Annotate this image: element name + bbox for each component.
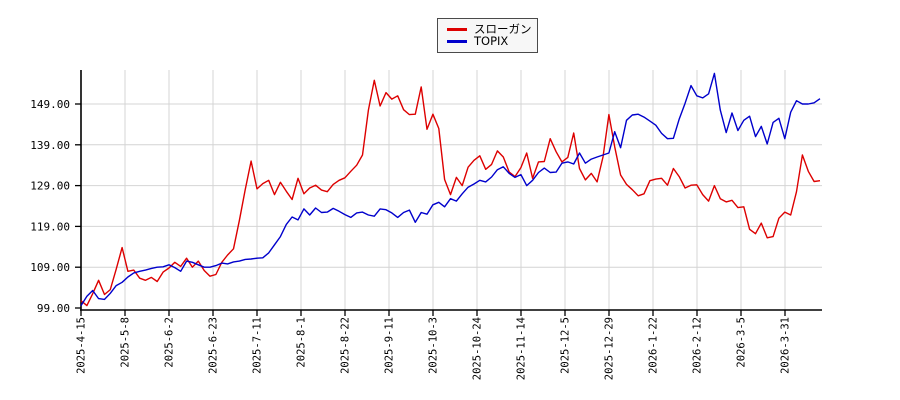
y-tick-label: 139.00 [30, 139, 70, 152]
x-tick-label: 2026-3-5 [736, 317, 748, 368]
x-tick-label: 2025-5-8 [120, 317, 132, 368]
legend: スローガン TOPIX [437, 18, 538, 53]
x-tick-label: 2025-6-2 [164, 317, 176, 368]
y-tick-label: 149.00 [30, 98, 70, 111]
legend-label-slogan: スローガン [474, 21, 532, 36]
legend-line-swatch-blue [447, 40, 467, 44]
y-tick-label: 119.00 [30, 220, 70, 233]
series-line-slogan [80, 79, 821, 307]
legend-line-swatch-red [447, 27, 467, 31]
x-tick-label: 2025-8-22 [340, 317, 352, 374]
x-tick-label: 2025-6-23 [208, 317, 220, 374]
x-tick-label: 2025-12-5 [560, 317, 572, 374]
x-tick-label: 2025-10-3 [428, 317, 440, 374]
x-tick-label: 2025-12-29 [604, 317, 616, 380]
y-tick-label: 129.00 [30, 180, 70, 193]
y-tick-label: 99.00 [37, 302, 70, 315]
x-tick-label: 2025-9-11 [384, 317, 396, 374]
x-tick-label: 2025-10-24 [472, 317, 484, 380]
series-line-topix [80, 72, 821, 306]
x-tick-label: 2025-8-1 [296, 317, 308, 368]
x-tick-label: 2025-7-11 [252, 317, 264, 374]
x-tick-label: 2025-4-15 [76, 317, 88, 374]
x-tick-label: 2025-11-14 [516, 317, 528, 380]
x-tick-label: 2026-1-22 [648, 317, 660, 374]
legend-label-topix: TOPIX [474, 34, 509, 48]
legend-item-slogan: スローガン [447, 21, 532, 36]
x-tick-label: 2026-3-31 [780, 317, 792, 374]
legend-item-topix: TOPIX [447, 34, 529, 49]
x-tick-label: 2026-2-12 [692, 317, 704, 374]
y-tick-label: 109.00 [30, 261, 70, 274]
